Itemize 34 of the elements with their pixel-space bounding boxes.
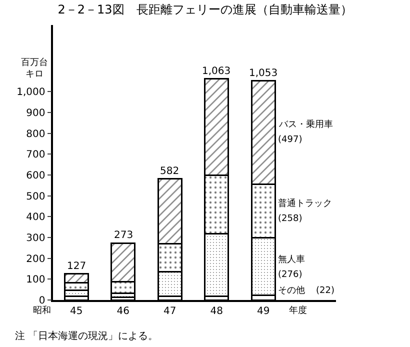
x-tick-label: 47 (164, 306, 176, 317)
text: 注 「日本海運の現況」による。 (15, 330, 158, 342)
series-label: バス・乗用車 (278, 119, 333, 130)
total-label: 273 (114, 230, 134, 241)
y-tick-label: 300 (26, 233, 46, 244)
total-label: 127 (67, 261, 86, 272)
y-tick-label: 0 (38, 296, 46, 306)
total-label: 1,063 (202, 66, 231, 77)
total-label: 582 (160, 166, 180, 177)
y-tick-label: 500 (26, 191, 46, 202)
series-label: その他 (278, 285, 305, 296)
x-tick-label: 48 (210, 306, 223, 317)
y-tick-label: 900 (26, 108, 46, 119)
y-tick-label: 100 (26, 274, 46, 286)
x-tick-label: 45 (70, 306, 83, 317)
series-label: 普通トラック (278, 198, 332, 209)
text: 年度 (289, 305, 307, 316)
x-tick-label: 49 (257, 306, 270, 317)
annotation: (276) (278, 270, 302, 280)
y-tick-label: 400 (26, 212, 46, 224)
y-axis-title: 百万台キロ (21, 57, 48, 80)
y-tick-label: 800 (26, 128, 46, 140)
series-label: 無人車 (278, 254, 305, 265)
x-tick-label: 46 (116, 306, 130, 317)
annotation: (497) (278, 135, 302, 145)
y-tick-label: 200 (26, 254, 46, 265)
text: 昭和 (33, 305, 51, 316)
annotation: (258) (278, 214, 302, 224)
y-tick-label: 700 (26, 150, 46, 161)
chart-title: 2－2－13図 長距離フェリーの進展（自動車輸送量） (58, 2, 352, 17)
text: (22) (316, 286, 334, 296)
y-tick-label: 1,000 (16, 87, 46, 98)
y-tick-label: 600 (26, 170, 46, 182)
total-label: 1,053 (249, 68, 278, 79)
